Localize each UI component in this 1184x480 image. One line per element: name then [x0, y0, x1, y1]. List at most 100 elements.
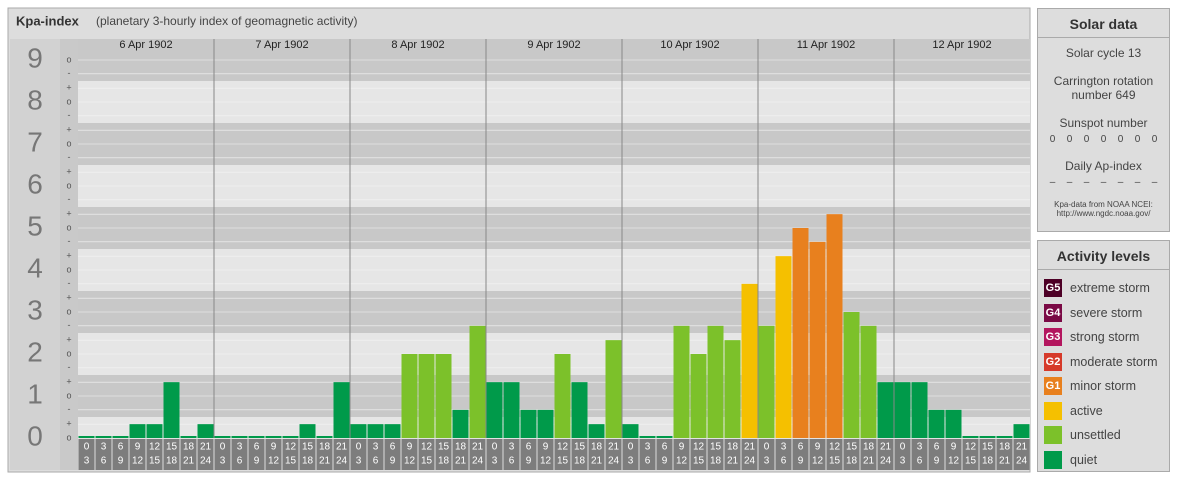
- bin-from: 21: [1016, 442, 1028, 453]
- levels-list: G5 extreme storm G4 severe storm G3 strong st…: [1038, 270, 1169, 472]
- bar: [214, 436, 231, 438]
- bin-from: 9: [815, 442, 821, 453]
- swatch: G1: [1044, 377, 1062, 396]
- bin-from: 3: [237, 442, 243, 453]
- bin-from: 15: [166, 442, 178, 453]
- minor-tick-label: o: [66, 180, 71, 190]
- minor-tick-label: o: [66, 306, 71, 316]
- level-code: G1: [1045, 380, 1061, 393]
- bar: [435, 354, 452, 438]
- bin-from: 9: [951, 442, 957, 453]
- bin-box: [622, 439, 639, 470]
- bar: [282, 436, 299, 438]
- bin-box: [435, 439, 452, 470]
- ap-value: –: [1083, 177, 1090, 188]
- bin-box: [673, 439, 690, 470]
- bar: [945, 409, 962, 438]
- bin-to: 6: [237, 456, 243, 467]
- bin-to: 15: [149, 456, 161, 467]
- level-name: active: [1070, 403, 1103, 418]
- bar: [486, 382, 503, 438]
- bar: [741, 283, 758, 438]
- day-label: 10 Apr 1902: [660, 39, 719, 51]
- level-name: severe storm: [1070, 305, 1143, 320]
- bar: [180, 436, 197, 438]
- bin-box: [843, 439, 860, 470]
- bin-from: 21: [744, 442, 756, 453]
- bar: [537, 409, 554, 438]
- bin-from: 15: [574, 442, 586, 453]
- minor-tick-label: o: [66, 390, 71, 400]
- minor-tick-label: +: [66, 377, 71, 387]
- bin-box: [894, 439, 911, 470]
- swatch: [1044, 401, 1062, 420]
- bin-to: 9: [798, 456, 804, 467]
- bin-to: 18: [166, 456, 178, 467]
- bin-box: [503, 439, 520, 470]
- bin-to: 6: [101, 456, 107, 467]
- bin-box: [962, 439, 979, 470]
- levels-panel: Activity levels G5 extreme storm G4 severe …: [1037, 240, 1170, 472]
- day-label: 9 Apr 1902: [527, 39, 580, 51]
- bin-from: 21: [472, 442, 484, 453]
- minor-tick-label: -: [68, 194, 71, 204]
- bin-from: 3: [917, 442, 923, 453]
- minor-tick-label: o: [66, 222, 71, 232]
- bar: [571, 382, 588, 438]
- bin-to: 3: [220, 456, 226, 467]
- bar: [809, 241, 826, 438]
- bin-box: [299, 439, 316, 470]
- bin-from: 9: [543, 442, 549, 453]
- bin-box: [554, 439, 571, 470]
- bin-to: 15: [421, 456, 433, 467]
- y-tick-label: 1: [27, 378, 43, 409]
- bin-box: [520, 439, 537, 470]
- bin-from: 0: [900, 442, 906, 453]
- ap-value: –: [1117, 177, 1124, 188]
- levels-title: Activity levels: [1038, 241, 1169, 270]
- rotation: Carrington rotation number 649: [1053, 74, 1154, 102]
- minor-tick-label: -: [68, 320, 71, 330]
- sunspot: 0: [1117, 134, 1124, 145]
- bin-to: 18: [574, 456, 586, 467]
- y-tick-label: 7: [27, 126, 43, 157]
- bin-box: [129, 439, 146, 470]
- bin-to: 3: [84, 456, 90, 467]
- bin-to: 15: [285, 456, 297, 467]
- bin-from: 3: [373, 442, 379, 453]
- minor-tick-label: o: [66, 138, 71, 148]
- bin-box: [78, 439, 95, 470]
- bin-to: 21: [455, 456, 467, 467]
- bin-box: [180, 439, 197, 470]
- level-code: G4: [1045, 306, 1061, 319]
- bin-to: 12: [812, 456, 824, 467]
- bar: [129, 424, 146, 438]
- minor-tick-label: +: [66, 419, 71, 429]
- level-name: moderate storm: [1070, 354, 1158, 369]
- level-name: extreme storm: [1070, 281, 1150, 296]
- bin-box: [945, 439, 962, 470]
- minor-tick-label: +: [66, 335, 71, 345]
- bin-from: 0: [764, 442, 770, 453]
- bin-from: 15: [846, 442, 858, 453]
- bin-box: [112, 439, 129, 470]
- bin-box: [469, 439, 486, 470]
- bin-to: 3: [492, 456, 498, 467]
- major-col: [10, 39, 60, 470]
- swatch: G3: [1044, 328, 1062, 347]
- bin-box: [928, 439, 945, 470]
- minor-tick-label: +: [66, 167, 71, 177]
- bar: [452, 409, 469, 438]
- ap-value: –: [1100, 177, 1107, 188]
- bin-box: [877, 439, 894, 470]
- bin-to: 12: [132, 456, 144, 467]
- day-label: 12 Apr 1902: [932, 39, 991, 51]
- bin-to: 12: [404, 456, 416, 467]
- bin-box: [639, 439, 656, 470]
- bin-from: 12: [965, 442, 977, 453]
- bin-from: 3: [645, 442, 651, 453]
- bar: [333, 382, 350, 438]
- bin-box: [826, 439, 843, 470]
- ap-row: – – – – – – –: [1038, 177, 1169, 188]
- bin-from: 12: [829, 442, 841, 453]
